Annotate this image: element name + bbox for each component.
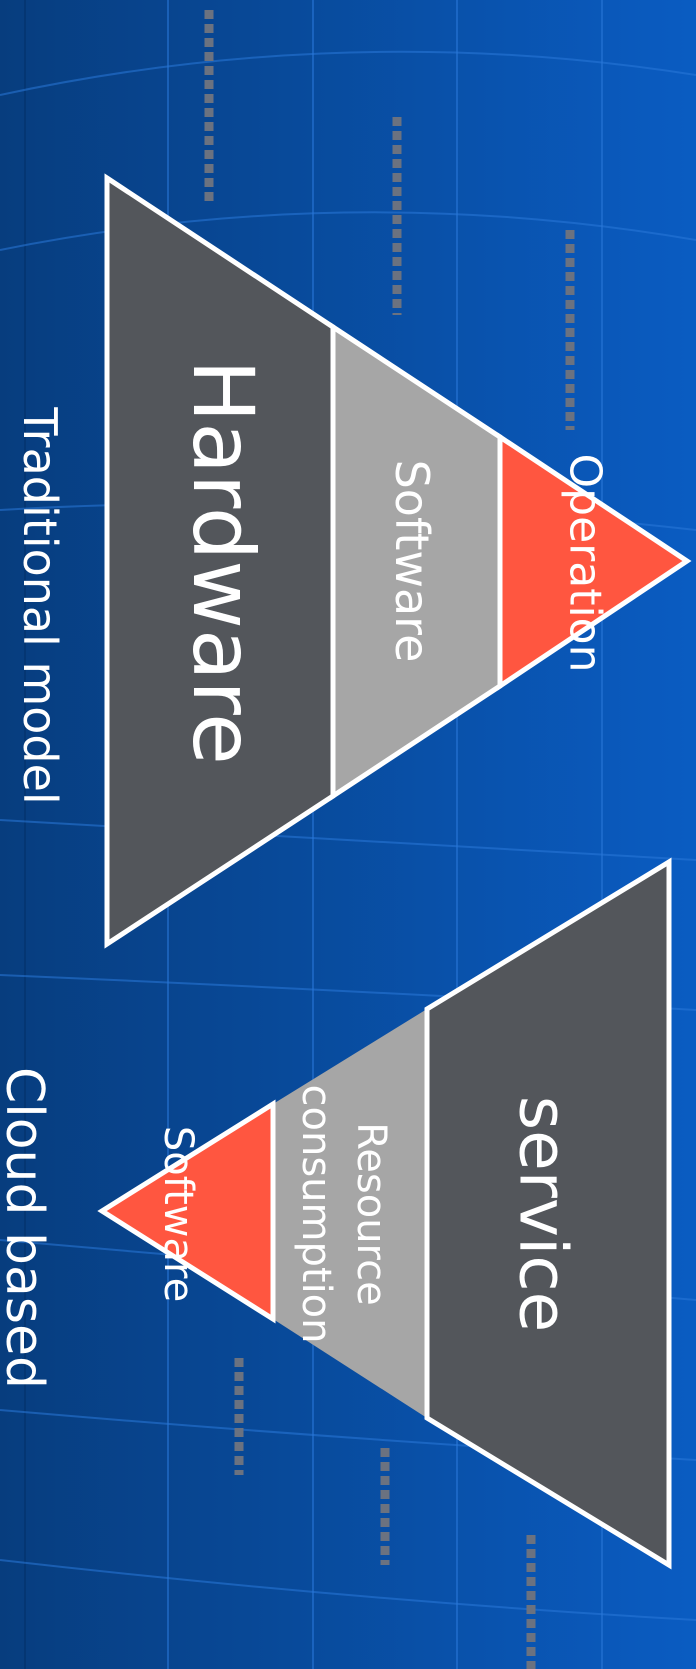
software-label: Software xyxy=(385,460,439,663)
consumption-label: consumption xyxy=(293,1085,339,1344)
resource-consumption-layer xyxy=(273,1009,427,1418)
hardware-label: Hardware xyxy=(174,359,272,765)
cloud-software-label: Software xyxy=(155,1126,201,1302)
cloud-software-layer xyxy=(97,1099,276,1324)
service-label: service xyxy=(505,1096,582,1332)
operation-layer xyxy=(497,432,692,691)
cloud-pyramid xyxy=(97,857,672,1570)
operation-label: Operation xyxy=(560,454,611,673)
cloud-caption: Cloud based xyxy=(0,1067,54,1389)
resource-label: Resource xyxy=(348,1122,394,1305)
dotted-lines xyxy=(204,10,575,1669)
traditional-caption: Traditional model xyxy=(13,406,67,804)
labels: Traditional model Hardware Software Oper… xyxy=(0,359,611,1389)
traditional-pyramid xyxy=(104,173,692,949)
